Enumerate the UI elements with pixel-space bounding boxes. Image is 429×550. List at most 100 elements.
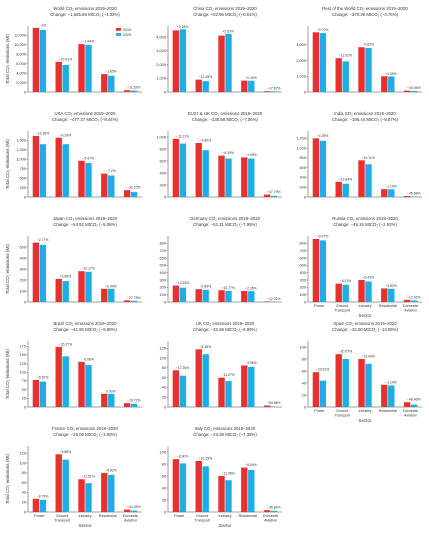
bar-2019	[358, 47, 365, 92]
bar-2020	[85, 44, 92, 92]
subplot-title: Rest of the World CO₂ emissions 2019–202…	[322, 6, 408, 11]
x-tick-label: Aviation	[404, 308, 417, 312]
y-tick-label: 80	[302, 356, 307, 361]
bar-2020	[202, 466, 209, 512]
bar-change-label: −3.82%	[385, 284, 397, 288]
x-tick-label: Ground	[336, 304, 348, 308]
bar-change-label: −8.30%	[177, 455, 189, 459]
bar-2019	[55, 137, 62, 197]
bar-2020	[248, 291, 255, 302]
bar-change-label: −27.78%	[127, 296, 140, 300]
bar-2019	[381, 189, 388, 197]
bar-2020	[365, 363, 372, 407]
bar-2020	[202, 289, 209, 302]
y-tick-label: 500	[20, 244, 27, 249]
bar-2019	[312, 372, 320, 407]
bar-2019	[172, 370, 180, 407]
bar-change-label: −47.79%	[267, 190, 280, 194]
y-tick-label: 20	[302, 392, 307, 397]
x-tick-label: Residential	[239, 514, 257, 518]
bar-change-label: −9.80%	[200, 139, 212, 143]
y-tick-label: 75	[22, 378, 26, 383]
y-tick-label: 1,000	[156, 134, 167, 139]
bar-change-label: −6.43%	[362, 276, 374, 280]
y-tick-label: 0	[164, 404, 167, 409]
bar-2019	[78, 479, 85, 512]
y-tick-label: 100	[160, 449, 167, 454]
bar-2019	[195, 349, 202, 407]
bar-2019	[195, 461, 202, 512]
x-tick-label: Power	[174, 514, 185, 518]
bar-2020	[248, 80, 255, 92]
y-axis-label: Total CO₂ emissions (Mt)	[5, 349, 10, 399]
bar-2019	[32, 498, 40, 512]
bar-2019	[123, 90, 131, 92]
bar-2020	[225, 381, 232, 407]
bar-2020	[130, 403, 138, 407]
bar-2019	[263, 91, 271, 92]
legend-label-2020: 2020	[123, 33, 131, 37]
y-tick-label: 50	[22, 387, 27, 392]
bar-2020	[85, 163, 92, 197]
bar-2019	[101, 74, 108, 92]
x-tick-label: Residential	[379, 304, 397, 308]
bar-2020	[85, 483, 92, 512]
subplot-subtitle: Change: −23.38 MtCO₂ (−7.39%)	[193, 432, 257, 437]
bar-2019	[172, 459, 180, 512]
y-tick-label: 100	[300, 344, 307, 349]
bar-2019	[403, 299, 411, 302]
y-tick-label: 125	[20, 361, 27, 366]
bar-2019	[55, 346, 62, 407]
x-axis-label: Sector	[358, 418, 372, 423]
bar-2019	[381, 384, 388, 407]
bar-change-label: −1.10%	[385, 380, 397, 384]
y-tick-label: 60	[22, 480, 27, 485]
bar-2019	[263, 301, 271, 302]
bar-2019	[78, 160, 85, 197]
bar-2020	[39, 244, 47, 302]
y-tick-label: 0	[24, 299, 27, 304]
y-tick-label: 0	[304, 299, 307, 304]
bar-change-label: +0.28%	[177, 25, 189, 29]
bar-2019	[403, 90, 411, 92]
bar-2019	[335, 283, 342, 302]
bar-change-label: −8.36%	[200, 345, 212, 349]
y-tick-label: 0	[164, 509, 167, 514]
x-tick-label: Transport	[334, 308, 350, 312]
bar-change-label: −1.65%	[105, 70, 117, 74]
bar-change-label: −9.88%	[60, 450, 72, 454]
x-tick-label: Aviation	[124, 518, 137, 522]
bar-change-label: −13.33%	[176, 281, 189, 285]
subplot-5: EU27 & UK CO₂ emissions 2019–2020Change:…	[156, 111, 282, 199]
subplot-title: Brazil CO₂ emissions 2019–2020	[53, 321, 117, 326]
y-axis-label: Total CO₂ emissions (Mt)	[5, 244, 10, 294]
y-tick-label: 150	[20, 352, 27, 357]
bar-2020	[39, 381, 47, 407]
y-tick-label: 500	[20, 175, 27, 180]
bar-2019	[358, 160, 365, 197]
bar-change-label: −4.82%	[105, 468, 117, 472]
bar-change-label: −1%	[39, 23, 46, 27]
bar-2020	[365, 281, 372, 302]
y-tick-label: 1,500	[16, 138, 27, 143]
bar-change-label: −6.51%	[37, 375, 49, 379]
bar-2019	[335, 354, 342, 407]
subplot-subtitle: Change: −26.09 MtCO₂ (−3.00%)	[53, 432, 117, 437]
bar-change-label: −45.68%	[407, 192, 420, 196]
bar-2020	[85, 364, 92, 407]
bar-2019	[123, 509, 131, 512]
y-tick-label: 600	[160, 158, 167, 163]
subplot-title: Japan CO₂ emissions 2019–2020	[53, 216, 118, 221]
bar-change-label: −12.02%	[267, 297, 280, 301]
y-tick-label: 300	[300, 277, 307, 282]
bar-change-label: −11.11%	[176, 134, 189, 138]
bar-2019	[78, 361, 85, 407]
y-tick-label: 200	[300, 285, 307, 290]
bar-change-label: −10.15%	[199, 457, 212, 461]
bar-2020	[365, 164, 372, 197]
y-tick-label: 0	[24, 509, 27, 514]
